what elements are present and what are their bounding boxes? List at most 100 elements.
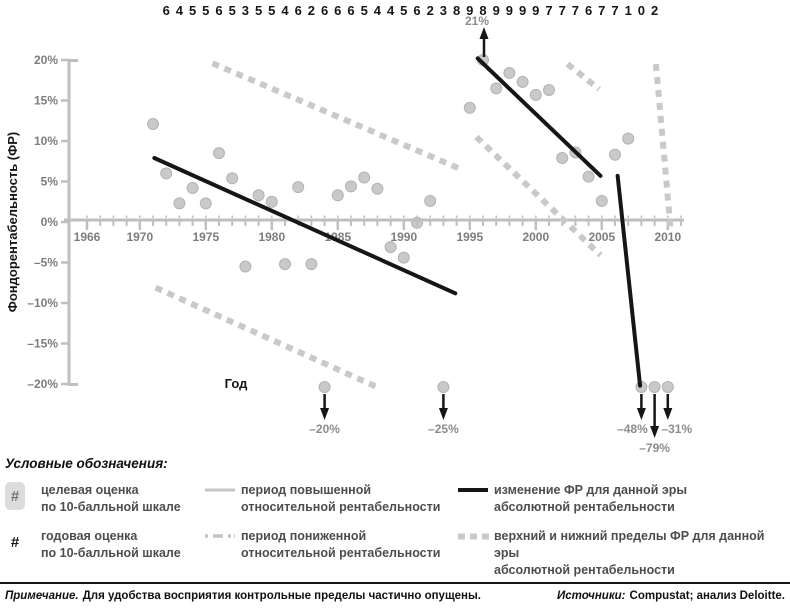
data-point [345, 180, 357, 193]
down-arrow-head [636, 408, 646, 420]
rating-digit: 1 [625, 3, 632, 18]
y-tick-label: –20% [27, 377, 58, 391]
data-point [516, 75, 529, 88]
rating-digit: 0 [638, 3, 645, 18]
legend-item-text: целевая оценка по 10-балльной шкале [41, 482, 181, 516]
rating-digit: 6 [215, 3, 222, 18]
legend-item-low-relative-period: период пониженной относительной рентабел… [205, 528, 440, 562]
solid-gray-line-swatch [205, 488, 235, 492]
data-point-offscale-low [318, 381, 331, 393]
rating-digit: 5 [229, 3, 236, 18]
data-point [252, 189, 265, 202]
legend-item-annual-rating: # годовая оценка по 10-балльной шкале [5, 528, 181, 562]
rating-digit: 5 [255, 3, 262, 18]
rating-digit: 5 [189, 3, 196, 18]
rating-digit: 6 [334, 3, 341, 18]
rating-digit: 4 [387, 3, 395, 18]
thick-dashed-gray-swatch [458, 533, 490, 540]
era-trend-line [475, 56, 603, 178]
sources-body: Compustat; анализ Deloitte. [629, 590, 785, 602]
note-label: Примечание. [5, 590, 79, 602]
rating-digit: 7 [559, 3, 566, 18]
data-point [384, 241, 397, 254]
legend-item-text: верхний и нижний пределы ФР для данной э… [494, 528, 790, 579]
era-trend-lines [152, 56, 643, 388]
drop-label: –20% [309, 422, 340, 436]
data-point [199, 197, 212, 210]
data-point [622, 132, 635, 145]
data-point [397, 251, 410, 264]
y-tick-label: 10% [34, 134, 58, 148]
data-point [556, 152, 569, 165]
x-tick-label: 2010 [654, 230, 681, 244]
y-tick-label: 0% [41, 215, 59, 229]
rating-digit: 5 [400, 3, 407, 18]
rating-digit: 3 [242, 3, 249, 18]
rating-digit: 7 [572, 3, 579, 18]
rating-digit: 8 [479, 3, 486, 18]
sources-text: Источники: Compustat; анализ Deloitte. [557, 590, 785, 602]
legend-item-high-relative-period: период повышенной относительной рентабел… [205, 482, 440, 516]
boundary-line [474, 134, 603, 258]
rating-digit: 6 [321, 3, 328, 18]
y-tick-label: 20% [34, 53, 58, 67]
down-arrow-head [650, 426, 660, 438]
rating-digit: 4 [374, 3, 382, 18]
era-change-swatch-cell [458, 482, 494, 493]
data-point [173, 197, 186, 210]
rating-digit: 6 [347, 3, 354, 18]
rating-digit: 7 [545, 3, 552, 18]
peak-annotation: 21% [465, 14, 489, 57]
boundary-lines [154, 60, 674, 390]
footnote: Примечание. Для удобства восприятия контр… [0, 582, 790, 602]
legend-item-text: период повышенной относительной рентабел… [241, 482, 440, 516]
era-trend-line [615, 173, 643, 388]
data-point-offscale-low [648, 381, 661, 393]
rating-digit: 6 [163, 3, 170, 18]
data-point [147, 117, 159, 130]
data-point [292, 181, 305, 194]
data-point [371, 182, 384, 195]
solid-black-line-swatch [458, 488, 488, 492]
data-point [331, 189, 344, 202]
x-tick-label: 1980 [258, 230, 285, 244]
peak-label: 21% [465, 14, 489, 28]
data-point [226, 172, 239, 185]
target-rating-symbol-cell: # [5, 482, 41, 510]
rating-digit: 9 [506, 3, 513, 18]
legend-title: Условные обозначения: [5, 456, 168, 471]
note-text: Примечание. Для удобства восприятия контр… [5, 590, 481, 602]
x-tick-label: 1975 [192, 230, 219, 244]
profitability-chart: 6 4 5 5 6 5 3 5 5 4 6 2 6 6 6 5 4 4 5 6 2 3 8 9 8 9 9 9 9 7 7 7 6 7 7 1 0 219… [5, 3, 692, 455]
data-point [265, 195, 278, 208]
legend-item-era-roa-limits: верхний и нижний пределы ФР для данной э… [458, 528, 790, 579]
legend-line: относительной рентабельности [241, 546, 441, 560]
rating-digit: 2 [308, 3, 315, 18]
legend-item-text: изменение ФР для данной эры абсолютной р… [494, 482, 687, 516]
drop-label: –25% [428, 422, 459, 436]
legend-line: целевая оценка [41, 483, 139, 497]
era-trend-line [152, 156, 458, 296]
x-tick-label: 1990 [390, 230, 417, 244]
rating-digit: 2 [427, 3, 434, 18]
legend-line: по 10-балльной шкале [41, 500, 181, 514]
legend-line: период пониженной [241, 529, 367, 543]
dashed-gray-line-swatch [205, 534, 235, 538]
data-point [595, 194, 608, 207]
x-axis-title: Год [225, 376, 248, 391]
data-point-offscale-low [437, 381, 450, 393]
down-arrow-head [438, 408, 448, 420]
y-tick-label: –5% [34, 256, 58, 270]
x-tick-label: 1995 [456, 230, 483, 244]
rating-digit: 6 [295, 3, 302, 18]
footnote-divider [0, 582, 790, 584]
drop-label: –31% [661, 422, 692, 436]
sources-label: Источники: [556, 590, 626, 602]
drop-label: –48% [617, 422, 648, 436]
legend-line: верхний и нижний пределы ФР для данной э… [494, 529, 765, 560]
legend: Условные обозначения: # целевая оценка п… [0, 452, 790, 583]
drop-label: –79% [639, 441, 670, 455]
data-point [609, 148, 621, 161]
legend-item-text: период пониженной относительной рентабел… [241, 528, 440, 562]
